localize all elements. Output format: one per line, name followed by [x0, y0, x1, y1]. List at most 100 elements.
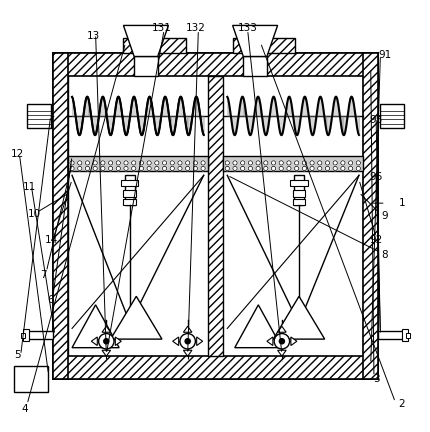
Bar [14, 366, 49, 391]
Bar [292, 191, 305, 197]
Text: 13: 13 [86, 31, 100, 41]
Polygon shape [172, 337, 178, 346]
Circle shape [224, 166, 229, 171]
Circle shape [108, 161, 113, 165]
Circle shape [301, 161, 306, 165]
Bar [68, 156, 208, 171]
Text: 11: 11 [22, 182, 36, 192]
Bar [290, 180, 307, 186]
Circle shape [271, 166, 275, 171]
Circle shape [162, 166, 166, 171]
Circle shape [286, 161, 290, 165]
Bar [52, 356, 378, 379]
Bar [52, 53, 378, 379]
Circle shape [240, 166, 244, 171]
Text: 2: 2 [398, 400, 404, 410]
Circle shape [224, 161, 229, 165]
Bar [380, 104, 403, 128]
Circle shape [355, 161, 359, 165]
Circle shape [70, 166, 74, 171]
Text: 96: 96 [369, 172, 382, 182]
Polygon shape [290, 337, 296, 346]
Circle shape [347, 166, 352, 171]
Circle shape [170, 166, 174, 171]
Circle shape [263, 161, 267, 165]
Circle shape [340, 166, 344, 171]
Circle shape [279, 166, 283, 171]
Text: 131: 131 [152, 22, 172, 32]
Polygon shape [277, 350, 286, 356]
Polygon shape [183, 326, 191, 332]
Bar [21, 333, 25, 338]
Bar [401, 329, 407, 341]
Polygon shape [91, 337, 97, 346]
Circle shape [123, 166, 128, 171]
Text: 133: 133 [237, 22, 257, 32]
Circle shape [200, 161, 205, 165]
Bar [123, 191, 136, 197]
Bar [27, 104, 50, 128]
Circle shape [232, 161, 237, 165]
Circle shape [325, 161, 329, 165]
Circle shape [255, 161, 260, 165]
Polygon shape [102, 326, 111, 332]
Polygon shape [277, 326, 286, 332]
Circle shape [232, 166, 237, 171]
Circle shape [200, 166, 205, 171]
Polygon shape [234, 305, 281, 348]
Circle shape [85, 166, 89, 171]
Circle shape [98, 334, 114, 349]
Text: 92: 92 [369, 235, 382, 245]
Circle shape [178, 161, 182, 165]
Text: 3: 3 [372, 374, 378, 384]
Bar [232, 38, 294, 53]
Circle shape [77, 166, 82, 171]
Text: 9: 9 [381, 211, 387, 221]
Circle shape [147, 166, 151, 171]
Bar [134, 57, 157, 76]
Circle shape [193, 166, 197, 171]
Polygon shape [111, 296, 162, 339]
Bar [208, 76, 222, 356]
Circle shape [131, 166, 135, 171]
Circle shape [162, 161, 166, 165]
Circle shape [154, 166, 159, 171]
Bar [222, 156, 362, 171]
Circle shape [139, 166, 143, 171]
Circle shape [355, 166, 359, 171]
Bar [123, 38, 185, 53]
Circle shape [271, 161, 275, 165]
Bar [378, 331, 403, 339]
Text: 5: 5 [14, 350, 21, 360]
Text: 6: 6 [47, 295, 54, 305]
Circle shape [108, 166, 113, 171]
Circle shape [240, 161, 244, 165]
Circle shape [263, 166, 267, 171]
Circle shape [70, 161, 74, 165]
Circle shape [309, 166, 313, 171]
Text: 14: 14 [45, 235, 58, 245]
Circle shape [101, 161, 105, 165]
Circle shape [180, 334, 195, 349]
Circle shape [309, 161, 313, 165]
Circle shape [340, 161, 344, 165]
Circle shape [93, 166, 97, 171]
Polygon shape [266, 337, 272, 346]
Bar [293, 175, 304, 205]
Polygon shape [183, 350, 191, 356]
Bar [52, 53, 68, 379]
Polygon shape [196, 337, 202, 346]
Circle shape [154, 161, 159, 165]
Bar [121, 180, 138, 186]
Bar [27, 331, 52, 339]
Circle shape [325, 166, 329, 171]
Circle shape [184, 339, 190, 344]
Circle shape [347, 161, 352, 165]
Circle shape [294, 166, 298, 171]
Circle shape [317, 166, 321, 171]
Polygon shape [102, 350, 111, 356]
Circle shape [170, 161, 174, 165]
Circle shape [123, 161, 128, 165]
Circle shape [101, 166, 105, 171]
Bar [123, 199, 136, 205]
